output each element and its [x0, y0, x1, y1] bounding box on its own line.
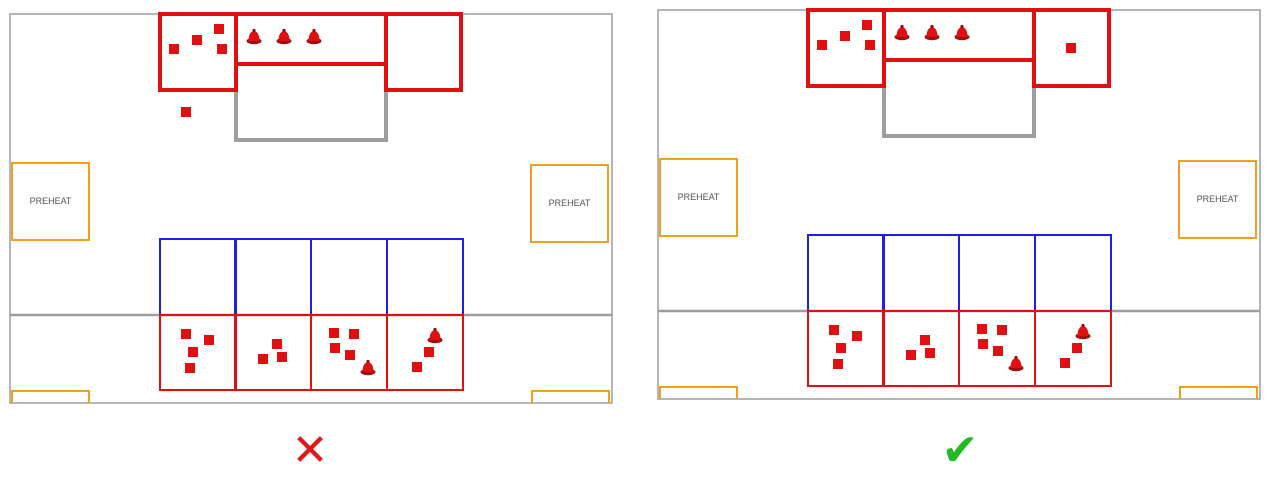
- queue-slot: [1034, 234, 1112, 312]
- bell-item-icon: [954, 24, 970, 41]
- square-item-icon: [977, 324, 987, 334]
- square-item-icon: [920, 335, 930, 345]
- bell-dome: [896, 27, 908, 37]
- square-item-icon: [349, 329, 359, 339]
- square-item-icon: [345, 350, 355, 360]
- square-item-icon: [181, 107, 191, 117]
- bell-dome: [278, 31, 290, 41]
- square-item-icon: [1060, 358, 1070, 368]
- work-slot: [386, 314, 464, 391]
- queue-slot: [882, 234, 960, 312]
- bell-knob: [366, 359, 370, 364]
- trough-outline: [882, 60, 1036, 138]
- square-item-icon: [258, 354, 268, 364]
- bell-dome: [1010, 358, 1022, 368]
- bell-dome: [956, 27, 968, 37]
- bell-dome: [362, 362, 374, 372]
- square-item-icon: [993, 346, 1003, 356]
- square-item-icon: [833, 359, 843, 369]
- preheat-box-bottom-right: [1179, 386, 1258, 399]
- square-item-icon: [424, 347, 434, 357]
- square-item-icon: [1066, 43, 1076, 53]
- bell-dome: [926, 27, 938, 37]
- correct-mark-icon: ✔: [942, 425, 979, 476]
- queue-slot: [958, 234, 1036, 312]
- panel-right: PREHEAT PREHEAT: [657, 8, 1261, 400]
- bell-item-icon: [246, 28, 262, 45]
- queue-slot: [234, 238, 312, 316]
- queue-slot: [386, 238, 464, 316]
- bell-knob: [900, 24, 904, 29]
- work-slot: [1034, 310, 1112, 387]
- preheat-box-right: [1178, 160, 1257, 239]
- preheat-box-left: [11, 162, 90, 241]
- square-item-icon: [865, 40, 875, 50]
- bell-item-icon: [276, 28, 292, 45]
- bell-knob: [1014, 355, 1018, 360]
- bell-item-icon: [1008, 355, 1024, 372]
- preheat-label: PREHEAT: [1197, 194, 1239, 204]
- square-item-icon: [906, 350, 916, 360]
- bell-knob: [433, 327, 437, 332]
- square-item-icon: [169, 44, 179, 54]
- trough-outline: [234, 64, 388, 142]
- square-item-icon: [412, 362, 422, 372]
- bell-item-icon: [1075, 323, 1091, 340]
- square-item-icon: [836, 343, 846, 353]
- preheat-box-bottom-left: [11, 390, 90, 403]
- square-item-icon: [185, 363, 195, 373]
- work-slot: [234, 314, 312, 391]
- preheat-box-bottom-right: [531, 390, 610, 403]
- preheat-box-right: [530, 164, 609, 243]
- square-item-icon: [217, 44, 227, 54]
- square-item-icon: [925, 348, 935, 358]
- square-item-icon: [997, 325, 1007, 335]
- bell-dome: [429, 330, 441, 340]
- bell-item-icon: [306, 28, 322, 45]
- square-item-icon: [329, 328, 339, 338]
- top-station-right: [1032, 8, 1111, 88]
- bell-dome: [308, 31, 320, 41]
- square-item-icon: [330, 343, 340, 353]
- square-item-icon: [192, 35, 202, 45]
- square-item-icon: [214, 24, 224, 34]
- bell-dome: [1077, 326, 1089, 336]
- square-item-icon: [181, 329, 191, 339]
- square-item-icon: [204, 335, 214, 345]
- panel-left: PREHEAT PREHEAT: [9, 12, 613, 404]
- bell-item-icon: [894, 24, 910, 41]
- square-item-icon: [817, 40, 827, 50]
- bell-dome: [248, 31, 260, 41]
- queue-slot: [807, 234, 885, 312]
- top-station-right: [384, 12, 463, 92]
- bell-knob: [312, 28, 316, 33]
- bell-knob: [960, 24, 964, 29]
- bell-knob: [282, 28, 286, 33]
- square-item-icon: [852, 331, 862, 341]
- preheat-label: PREHEAT: [30, 196, 72, 206]
- square-item-icon: [862, 20, 872, 30]
- square-item-icon: [840, 31, 850, 41]
- work-slot: [882, 310, 960, 387]
- square-item-icon: [978, 339, 988, 349]
- bell-item-icon: [924, 24, 940, 41]
- square-item-icon: [829, 325, 839, 335]
- wrong-mark-icon: ✕: [292, 425, 329, 476]
- queue-slot: [159, 238, 237, 316]
- preheat-label: PREHEAT: [678, 192, 720, 202]
- square-item-icon: [272, 339, 282, 349]
- queue-slot: [310, 238, 388, 316]
- square-item-icon: [277, 352, 287, 362]
- bell-knob: [252, 28, 256, 33]
- bell-knob: [1081, 323, 1085, 328]
- preheat-box-left: [659, 158, 738, 237]
- preheat-label: PREHEAT: [549, 198, 591, 208]
- bell-knob: [930, 24, 934, 29]
- bell-item-icon: [427, 327, 443, 344]
- square-item-icon: [188, 347, 198, 357]
- preheat-box-bottom-left: [659, 386, 738, 399]
- square-item-icon: [1072, 343, 1082, 353]
- bell-item-icon: [360, 359, 376, 376]
